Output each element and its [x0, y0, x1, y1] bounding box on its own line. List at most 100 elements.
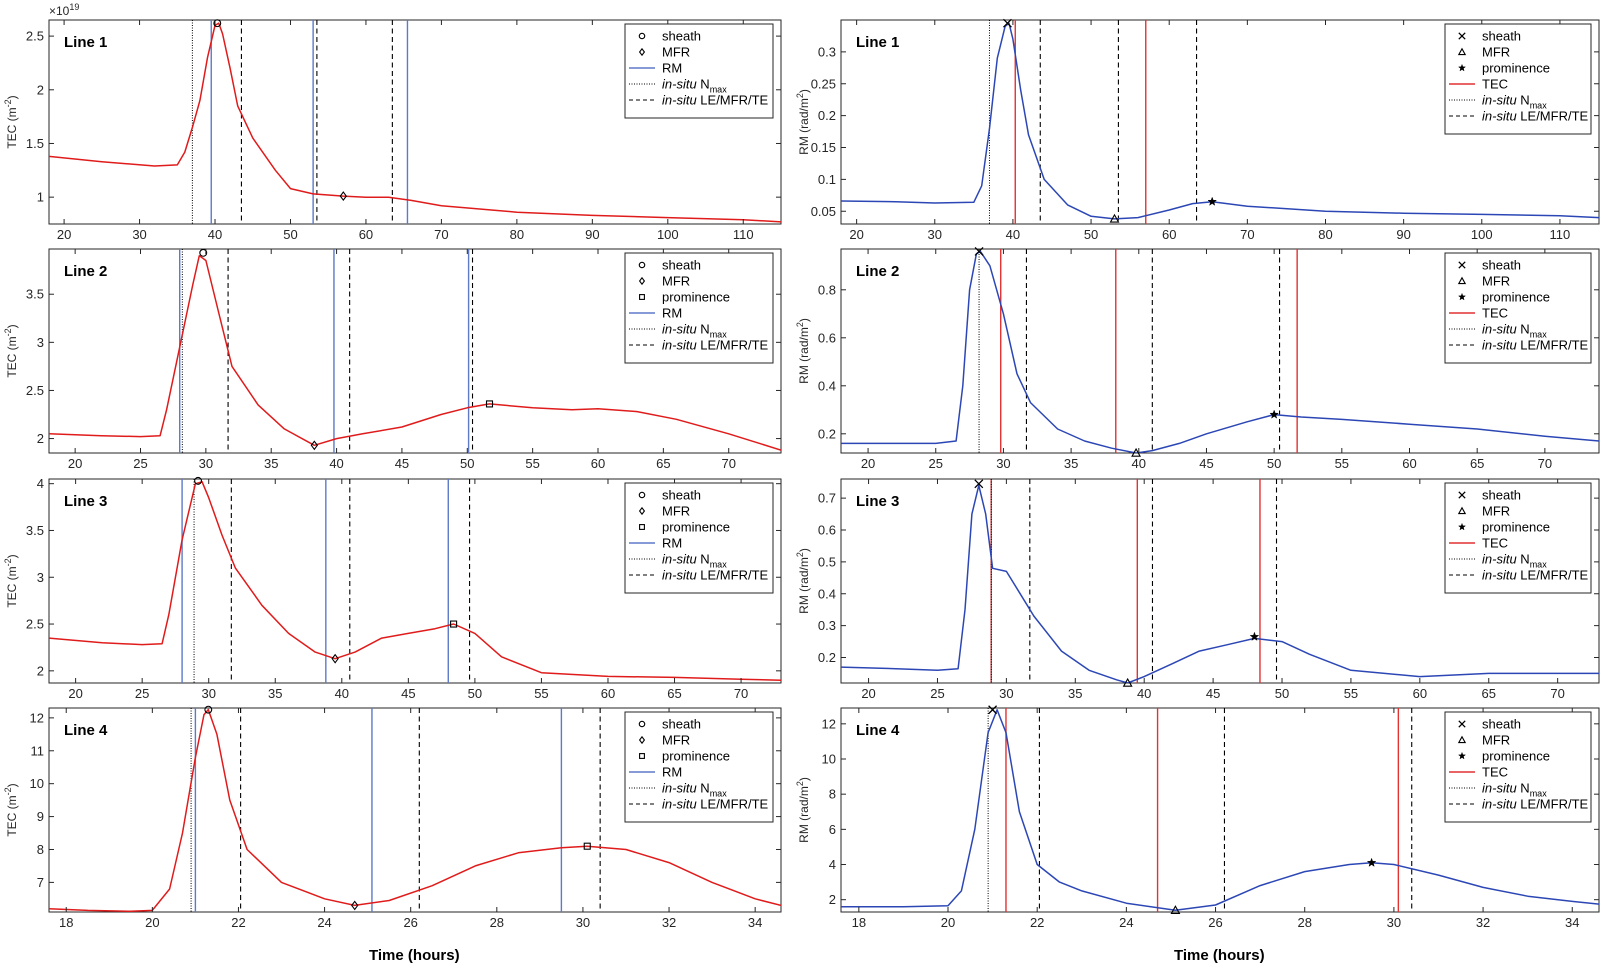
- legend-entry-mfr: MFR: [638, 504, 690, 519]
- x-tick-label: 20: [941, 915, 955, 930]
- panel-title: Line 1: [64, 34, 107, 51]
- legend-entry-tec: TEC: [1449, 765, 1508, 780]
- x-tick-label: 32: [662, 915, 676, 930]
- y-tick-label: 3: [37, 570, 44, 585]
- legend-label: TEC: [1482, 77, 1508, 92]
- x-tick-label: 40: [329, 456, 343, 471]
- legend-box: [1444, 23, 1592, 135]
- marker-prominence: [485, 400, 494, 408]
- series-line-rm: [841, 22, 1599, 220]
- series-line-tec: [49, 254, 781, 451]
- legend-label: in-situ Nmax: [1482, 781, 1547, 799]
- y-tick-label: 9: [37, 809, 44, 824]
- x-tick-label: 20: [57, 227, 71, 242]
- x-axis-label-left: Time (hours): [369, 947, 460, 964]
- x-tick-label: 60: [591, 456, 605, 471]
- x-tick-label: 40: [335, 686, 349, 701]
- plot-area: [841, 708, 1599, 912]
- x-tick-label: 55: [1344, 686, 1358, 701]
- y-tick-label: 0.8: [818, 282, 836, 297]
- x-tick-label: 80: [510, 227, 524, 242]
- y-tick-label: 2.5: [26, 29, 44, 44]
- x-tick-label: 34: [1565, 915, 1579, 930]
- legend-entry-prominence: prominence: [1457, 520, 1550, 535]
- marker-prominence: [1207, 196, 1218, 206]
- x-tick-label: 20: [849, 227, 863, 242]
- marker-prominence: [1249, 631, 1260, 641]
- x-tick-label: 40: [1132, 456, 1146, 471]
- x-tick-label: 30: [999, 686, 1013, 701]
- series-line-rm: [841, 250, 1599, 453]
- axis-ticks: 20 30 40 50 60 70 80 90 100 110 0.05 0.1 0.15 0.2 0.25…: [811, 20, 1599, 242]
- marker-MFR: [339, 191, 347, 202]
- legend-entry-prominence: prominence: [639, 520, 730, 535]
- series-line-tec: [49, 481, 781, 681]
- legend-entry-tec: TEC: [1449, 77, 1508, 92]
- legend-entry-mfr: MFR: [638, 274, 690, 289]
- x-tick-label: 50: [468, 686, 482, 701]
- y-tick-label: 0.3: [818, 44, 836, 59]
- y-tick-label: 0.15: [811, 140, 836, 155]
- x-tick-label: 30: [199, 456, 213, 471]
- marker-prominence: [583, 842, 591, 850]
- x-tick-label: 90: [1396, 227, 1410, 242]
- x-tick-label: 80: [1318, 227, 1332, 242]
- y-tick-label: 0.3: [818, 618, 836, 633]
- x-tick-label: 70: [1550, 686, 1564, 701]
- panel-rm-line-2: 20 25 30 35 40 45 50 55 60 65 70 0.2 0.4 0.6 0.8 RM (ra…: [795, 246, 1600, 471]
- legend-label: MFR: [662, 733, 690, 748]
- legend-entry-mfr: MFR: [638, 733, 690, 748]
- y-tick-label: 0.4: [818, 378, 836, 393]
- y-tick-label: 6: [829, 822, 836, 837]
- x-tick-label: 70: [721, 456, 735, 471]
- legend-entry-rm: RM: [629, 306, 682, 321]
- x-tick-label: 35: [268, 686, 282, 701]
- legend-label: MFR: [1482, 45, 1510, 60]
- legend-symbol: [639, 524, 645, 530]
- legend-entry-sheath: sheath: [638, 29, 701, 44]
- legend-entry-sheath: sheath: [638, 717, 701, 732]
- legend-entry-in-situ-n: in-situ Nmax: [1449, 322, 1547, 340]
- legend-label: MFR: [662, 274, 690, 289]
- legend-symbol: [639, 753, 645, 759]
- x-tick-label: 30: [201, 686, 215, 701]
- x-tick-label: 30: [928, 227, 942, 242]
- legend-symbol: [638, 491, 646, 499]
- plot-area: [49, 479, 781, 683]
- legend-label: sheath: [1482, 29, 1521, 44]
- y-axis-label: RM (rad/m2): [795, 548, 811, 614]
- x-tick-label: 60: [1162, 227, 1176, 242]
- x-axis-label-right: Time (hours): [1174, 947, 1265, 964]
- legend-entry-in-situ-le-mfr-te: in-situ LE/MFR/TE: [1449, 109, 1589, 124]
- legend-label: prominence: [1482, 61, 1550, 76]
- plot-area: [49, 249, 781, 453]
- axis-ticks: 20 30 40 50 60 70 80 90 100 110 1 1.5 2 2.5: [26, 20, 781, 242]
- y-tick-label: 2: [37, 82, 44, 97]
- x-tick-label: 20: [861, 686, 875, 701]
- legend-entry-mfr: MFR: [1457, 733, 1510, 748]
- panel-title: Line 2: [856, 263, 899, 280]
- x-tick-label: 45: [1199, 456, 1213, 471]
- legend-label: in-situ Nmax: [662, 552, 727, 570]
- legend-label: in-situ LE/MFR/TE: [1482, 109, 1589, 124]
- y-tick-label: 8: [829, 787, 836, 802]
- legend-label: in-situ Nmax: [1482, 93, 1547, 111]
- panel-title: Line 1: [856, 34, 899, 51]
- x-tick-label: 70: [1538, 456, 1552, 471]
- x-tick-label: 30: [576, 915, 590, 930]
- legend-symbol: [1457, 276, 1467, 285]
- x-tick-label: 25: [930, 686, 944, 701]
- x-tick-label: 25: [133, 456, 147, 471]
- x-tick-label: 40: [1006, 227, 1020, 242]
- x-tick-label: 18: [59, 915, 73, 930]
- legend-label: MFR: [1482, 504, 1510, 519]
- legend-label: in-situ Nmax: [662, 781, 727, 799]
- x-tick-label: 60: [1402, 456, 1416, 471]
- legend-label: sheath: [662, 29, 701, 44]
- legend-label: in-situ LE/MFR/TE: [662, 568, 769, 583]
- y-tick-label: 7: [37, 875, 44, 890]
- legend-symbol: [1458, 720, 1466, 728]
